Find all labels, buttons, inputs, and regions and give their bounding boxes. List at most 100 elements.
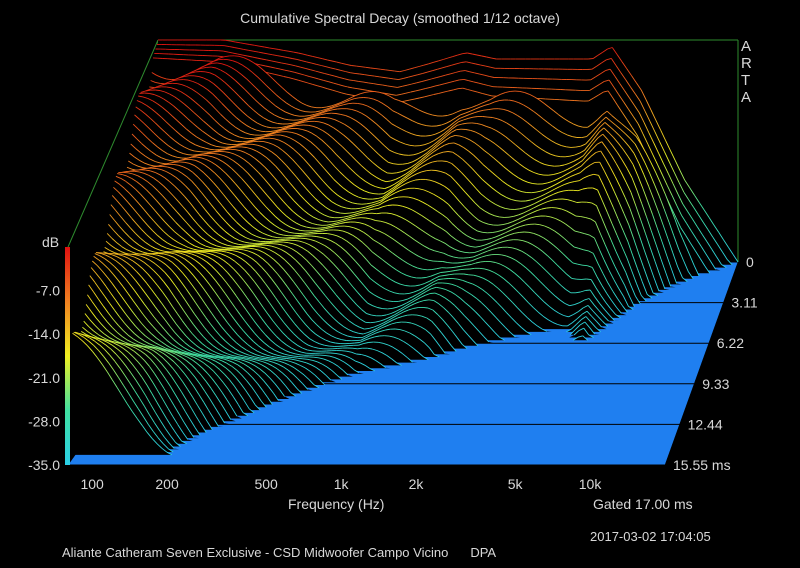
decay-curve-segment <box>484 74 490 77</box>
decay-curve-segment <box>225 356 231 359</box>
decay-curve-segment <box>563 189 569 192</box>
decay-curve-segment <box>688 254 695 266</box>
decay-curve-segment <box>481 239 487 241</box>
decay-curve-segment <box>616 235 623 247</box>
decay-curve-segment <box>447 128 453 134</box>
decay-curve-segment <box>338 104 344 107</box>
decay-curve-segment <box>311 181 318 188</box>
decay-curve-segment <box>704 265 711 274</box>
decay-curve-segment <box>531 321 538 327</box>
decay-curve-segment <box>487 248 493 252</box>
decay-curve-segment <box>627 156 634 165</box>
decay-curve-segment <box>173 256 179 261</box>
decay-curve-segment <box>334 252 340 258</box>
decay-curve-segment <box>673 235 680 250</box>
decay-curve-segment <box>562 253 569 259</box>
decay-curve-segment <box>363 285 370 292</box>
decay-curve-segment <box>384 93 390 97</box>
decay-curve-segment <box>389 192 396 197</box>
decay-curve-segment <box>208 252 215 256</box>
decay-curve-segment <box>579 231 585 235</box>
decay-curve-segment <box>192 172 199 178</box>
decay-curve-segment <box>369 326 375 329</box>
decay-curve-segment <box>516 189 523 193</box>
decay-curve-segment <box>441 160 447 162</box>
decay-curve-segment <box>402 205 408 209</box>
decay-curve-segment <box>182 381 188 390</box>
decay-curve-segment <box>470 262 477 265</box>
decay-curve-segment <box>334 225 340 228</box>
decay-curve-segment <box>207 233 213 239</box>
decay-curve-segment <box>221 142 228 145</box>
decay-curve-segment <box>212 193 218 201</box>
decay-curve-segment <box>366 115 372 120</box>
decay-curve-segment <box>200 243 206 247</box>
decay-curve-segment <box>267 234 273 238</box>
decay-curve-segment <box>231 168 238 174</box>
decay-curve-segment <box>473 325 480 332</box>
decay-curve-segment <box>352 286 359 293</box>
chart-title: Cumulative Spectral Decay (smoothed 1/12… <box>240 10 560 26</box>
decay-curve-segment <box>588 250 594 254</box>
decay-curve-segment <box>285 102 292 107</box>
decay-curve-segment <box>325 282 332 290</box>
decay-curve-segment <box>174 332 181 339</box>
decay-curve-segment <box>163 81 169 85</box>
decay-curve-segment <box>276 285 282 293</box>
decay-curve-segment <box>233 385 240 394</box>
decay-curve-segment <box>206 261 212 267</box>
decay-curve-segment <box>122 286 129 294</box>
decay-curve-segment <box>253 217 260 223</box>
decay-curve-segment <box>430 133 436 136</box>
decay-curve-segment <box>523 297 529 304</box>
decay-curve-segment <box>433 137 440 141</box>
decay-curve-segment <box>421 79 427 83</box>
decay-curve-segment <box>405 91 411 94</box>
decay-curve-segment <box>518 102 524 106</box>
decay-curve-segment <box>320 236 327 240</box>
decay-curve-segment <box>142 343 149 347</box>
decay-curve-segment <box>234 55 240 57</box>
decay-curve-segment <box>290 226 296 230</box>
decay-curve-segment <box>345 71 351 74</box>
decay-curve-segment <box>317 57 323 60</box>
decay-curve-segment <box>408 249 414 254</box>
decay-curve-segment <box>338 229 344 232</box>
decay-curve-segment <box>169 278 176 286</box>
decay-curve-segment <box>565 289 571 294</box>
decay-curve-segment <box>547 319 554 323</box>
decay-curve-segment <box>320 226 326 229</box>
decay-curve-segment <box>223 50 229 53</box>
decay-curve-segment <box>209 114 216 121</box>
decay-curve-segment <box>363 81 369 84</box>
decay-curve-segment <box>261 237 267 240</box>
decay-curve-segment <box>321 276 327 283</box>
decay-curve-segment <box>635 205 642 220</box>
decay-curve-segment <box>601 110 608 116</box>
decay-curve-segment <box>585 138 591 145</box>
decay-curve-segment <box>359 91 366 95</box>
decay-curve-segment <box>399 153 404 156</box>
decay-curve-segment <box>156 242 162 247</box>
decay-curve-segment <box>288 354 294 357</box>
decay-curve-segment <box>419 188 425 191</box>
decay-curve-segment <box>246 230 252 235</box>
decay-curve-segment <box>215 360 221 365</box>
decay-curve-segment <box>214 364 220 370</box>
decay-curve-segment <box>510 332 516 338</box>
decay-curve-segment <box>285 349 291 353</box>
decay-curve-segment <box>103 337 109 341</box>
decay-curve-segment <box>240 246 246 248</box>
decay-curve-segment <box>202 229 209 235</box>
decay-curve-segment <box>213 153 219 155</box>
decay-curve-segment <box>382 103 389 108</box>
decay-curve-segment <box>678 249 684 261</box>
decay-curve-segment <box>221 103 228 109</box>
decay-curve-segment <box>179 351 185 354</box>
decay-curve-segment <box>166 418 173 428</box>
decay-curve-segment <box>488 85 494 88</box>
decay-curve-segment <box>622 305 628 313</box>
decay-curve-segment <box>138 244 145 249</box>
decay-curve-segment <box>218 357 224 360</box>
decay-curve-segment <box>394 311 400 315</box>
